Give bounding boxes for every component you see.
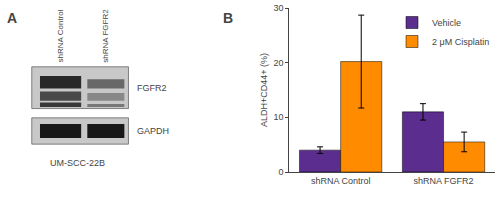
svg-text:30: 30 bbox=[273, 3, 283, 13]
svg-text:10: 10 bbox=[273, 112, 283, 122]
svg-text:B: B bbox=[223, 10, 233, 26]
svg-text:0: 0 bbox=[278, 167, 283, 177]
svg-text:20: 20 bbox=[273, 58, 283, 68]
svg-text:shRNA FGFR2: shRNA FGFR2 bbox=[101, 9, 110, 63]
svg-text:ALDH+CD44+ (%): ALDH+CD44+ (%) bbox=[259, 53, 269, 127]
svg-text:shRNA FGFR2: shRNA FGFR2 bbox=[414, 176, 474, 186]
svg-text:Vehicle: Vehicle bbox=[432, 18, 461, 28]
svg-text:FGFR2: FGFR2 bbox=[137, 83, 167, 93]
svg-text:A: A bbox=[7, 10, 17, 26]
svg-text:shRNA Control: shRNA Control bbox=[311, 176, 371, 186]
svg-text:UM-SCC-22B: UM-SCC-22B bbox=[50, 158, 105, 168]
svg-text:shRNA Control: shRNA Control bbox=[56, 9, 65, 62]
svg-text:2 μM Cisplatin: 2 μM Cisplatin bbox=[432, 37, 489, 47]
svg-text:GAPDH: GAPDH bbox=[137, 126, 169, 136]
